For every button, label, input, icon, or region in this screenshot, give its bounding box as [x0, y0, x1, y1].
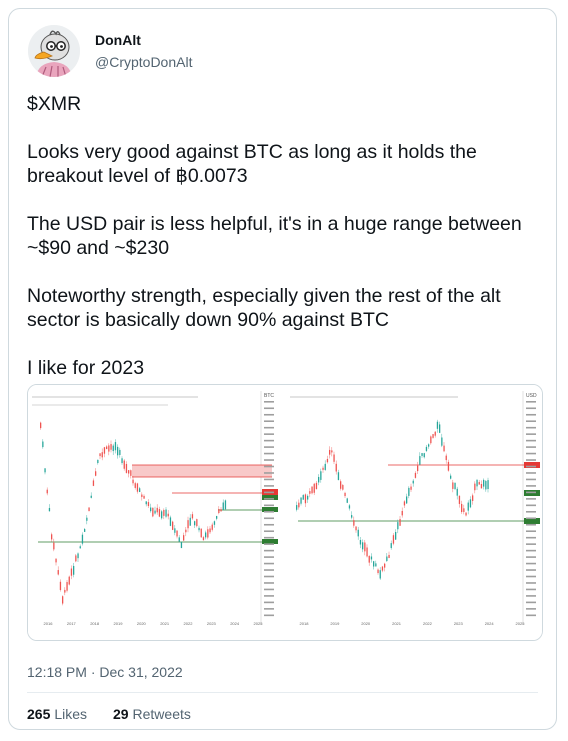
- resistance-zone: [132, 465, 272, 477]
- tweet-timestamp[interactable]: 12:18 PM · Dec 31, 2022: [27, 664, 183, 680]
- likes-count: 265: [27, 706, 50, 722]
- x-axis-label: 2021: [392, 621, 402, 626]
- tweet-paragraph: The USD pair is less helpful, it's in a …: [27, 212, 542, 260]
- tweet-card: DonAlt @CryptoDonAlt $XMR Looks very goo…: [8, 8, 557, 730]
- retweets-count: 29: [113, 706, 129, 722]
- avatar[interactable]: [28, 25, 80, 77]
- left-chart-panel: BTC 2016 2017 2018 2019 2020 2021 2022 2023 2024…: [32, 391, 280, 631]
- left-axis-unit: BTC: [264, 393, 274, 399]
- x-axis-label: 2016: [44, 621, 54, 626]
- x-axis-label: 2023: [454, 621, 464, 626]
- x-axis-label: 2025: [254, 621, 264, 626]
- chart-screenshot: BTC 2016 2017 2018 2019 2020 2021 2022 2023 2024…: [28, 385, 542, 640]
- x-axis-label: 2019: [330, 621, 340, 626]
- x-axis-label: 2020: [361, 621, 371, 626]
- retweets-label: Retweets: [133, 706, 191, 722]
- divider: [27, 692, 538, 693]
- author-handle[interactable]: @CryptoDonAlt: [95, 54, 192, 70]
- x-axis-label: 2018: [300, 621, 310, 626]
- x-axis-label: 2018: [90, 621, 100, 626]
- x-axis-label: 2019: [114, 621, 124, 626]
- tweet-paragraph: Looks very good against BTC as long as i…: [27, 140, 542, 188]
- right-chart-panel: USD 2018 2019 2020 2021 2022 2023 2024 2025: [290, 391, 540, 631]
- x-axis-label: 2022: [423, 621, 433, 626]
- duck-avatar-icon: [28, 25, 80, 77]
- x-axis-label: 2017: [67, 621, 77, 626]
- retweets-stat[interactable]: 29 Retweets: [113, 706, 191, 722]
- x-axis-label: 2020: [137, 621, 147, 626]
- author-name[interactable]: DonAlt: [95, 32, 141, 48]
- tweet-paragraph: I like for 2023: [27, 356, 542, 380]
- tweet-paragraph: $XMR: [27, 92, 542, 116]
- x-axis-label: 2024: [230, 621, 240, 626]
- x-axis-label: 2022: [184, 621, 194, 626]
- x-axis-label: 2024: [485, 621, 495, 626]
- likes-stat[interactable]: 265 Likes: [27, 706, 87, 722]
- chart-image[interactable]: BTC 2016 2017 2018 2019 2020 2021 2022 2023 2024…: [27, 384, 543, 641]
- right-axis-unit: USD: [526, 393, 537, 399]
- x-axis-label: 2021: [160, 621, 170, 626]
- x-axis-label: 2025: [516, 621, 526, 626]
- tweet-paragraph: Noteworthy strength, especially given th…: [27, 284, 542, 332]
- engagement-stats: 265 Likes 29 Retweets: [27, 706, 213, 722]
- x-axis-label: 2023: [207, 621, 217, 626]
- likes-label: Likes: [54, 706, 87, 722]
- tweet-body: $XMR Looks very good against BTC as long…: [27, 92, 542, 404]
